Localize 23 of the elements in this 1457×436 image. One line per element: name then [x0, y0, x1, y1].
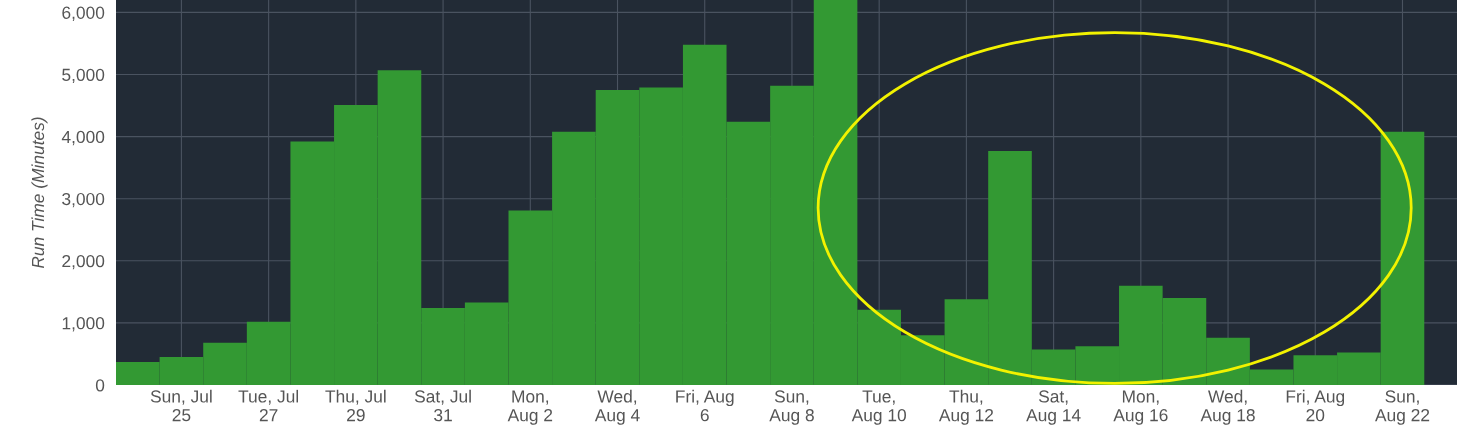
x-tick-label: Fri, Aug 6 [676, 389, 734, 422]
x-tick-label: Thu, Aug 12 [938, 389, 994, 425]
x-tick-label: Tue, Aug 10 [851, 390, 907, 425]
y-axis-title: Run Time (Minutes) [31, 117, 48, 269]
x-tick-label: Wed, Aug 18 [1200, 389, 1255, 425]
y-tick-label: 3,000 [62, 192, 105, 208]
x-tick-label: Sun, Jul 25 [150, 389, 212, 422]
y-tick-label: 0 [95, 379, 105, 392]
x-tick-label: Sat, Aug 14 [1026, 390, 1081, 425]
y-tick-label: 1,000 [62, 317, 105, 332]
y-tick-label: 5,000 [62, 68, 105, 84]
x-tick-label: Mon, Aug 16 [1113, 390, 1168, 425]
x-tick-label: Sun, Aug 8 [769, 390, 814, 425]
x-tick-label: Sun, Aug 22 [1375, 390, 1430, 425]
y-tick-label: 6,000 [62, 6, 105, 21]
y-tick-label: 4,000 [61, 130, 105, 146]
x-tick-label: Thu, Jul 29 [325, 389, 386, 422]
x-tick-label: Mon, Aug 2 [507, 390, 553, 425]
x-tick-label: Tue, Jul 27 [238, 389, 299, 422]
x-tick-label: Fri, Aug 20 [1286, 389, 1345, 422]
x-tick-label: Wed, Aug 4 [594, 389, 640, 425]
y-tick-label: 2,000 [62, 254, 105, 270]
x-tick-label: Sat, Jul 31 [414, 389, 471, 422]
